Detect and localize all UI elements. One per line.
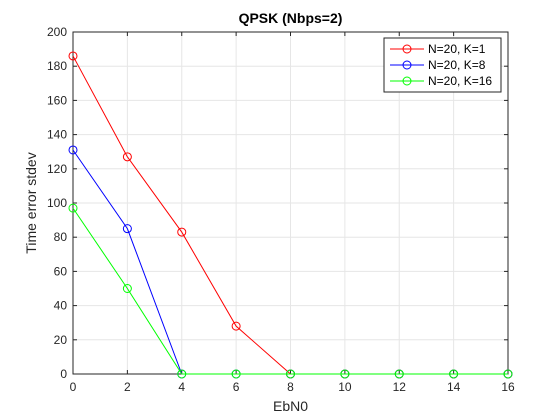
y-tick-label: 80: [54, 230, 68, 244]
data-point: [340, 369, 350, 379]
x-tick-label: 8: [287, 380, 294, 394]
chart-title: QPSK (Nbps=2): [239, 10, 343, 26]
data-point: [449, 369, 459, 379]
y-tick-label: 180: [47, 59, 67, 73]
x-tick-label: 0: [70, 380, 77, 394]
data-point: [122, 224, 132, 234]
x-axis-label: EbN0: [273, 398, 308, 414]
y-tick-label: 40: [54, 299, 68, 313]
legend-label: N=20, K=16: [428, 74, 492, 88]
data-point: [503, 369, 513, 379]
series-3: [68, 203, 513, 379]
data-point: [394, 369, 404, 379]
y-tick-label: 60: [54, 264, 68, 278]
data-point: [177, 227, 187, 237]
legend-label: N=20, K=8: [428, 58, 486, 72]
legend-marker: [402, 76, 412, 86]
x-tick-label: 2: [124, 380, 131, 394]
data-point: [122, 152, 132, 162]
legend-entry: N=20, K=8: [390, 58, 486, 72]
y-tick-label: 140: [47, 128, 67, 142]
legend-entry: N=20, K=16: [390, 74, 492, 88]
x-tick-label: 6: [233, 380, 240, 394]
legend-marker: [402, 60, 412, 70]
data-point: [286, 369, 295, 379]
data-point: [231, 321, 241, 331]
data-point: [68, 203, 78, 213]
data-point: [231, 369, 241, 379]
x-tick-label: 4: [178, 380, 185, 394]
y-tick-label: 0: [60, 367, 67, 381]
x-tick-label: 12: [393, 380, 407, 394]
y-tick-label: 20: [54, 333, 68, 347]
legend-label: N=20, K=1: [428, 42, 486, 56]
x-tick-label: 14: [447, 380, 461, 394]
x-tick-label: 10: [338, 380, 352, 394]
y-tick-label: 100: [47, 196, 67, 210]
legend-entry: N=20, K=1: [390, 42, 486, 56]
series-group: [68, 51, 513, 379]
series-line: [72, 207, 508, 375]
y-tick-label: 120: [47, 162, 67, 176]
data-point: [68, 51, 78, 61]
legend: N=20, K=1 N=20, K=8 N=20, K=16: [383, 37, 502, 93]
legend-entries: N=20, K=1 N=20, K=8 N=20, K=16: [390, 42, 492, 88]
data-point: [177, 369, 187, 379]
legend-marker: [402, 44, 412, 54]
data-point: [122, 284, 132, 293]
y-axis-label: Time error stdev: [23, 152, 39, 253]
data-point: [68, 145, 78, 155]
y-tick-label: 160: [47, 93, 67, 107]
x-tick-label: 16: [501, 380, 515, 394]
y-tick-label: 200: [47, 25, 67, 39]
